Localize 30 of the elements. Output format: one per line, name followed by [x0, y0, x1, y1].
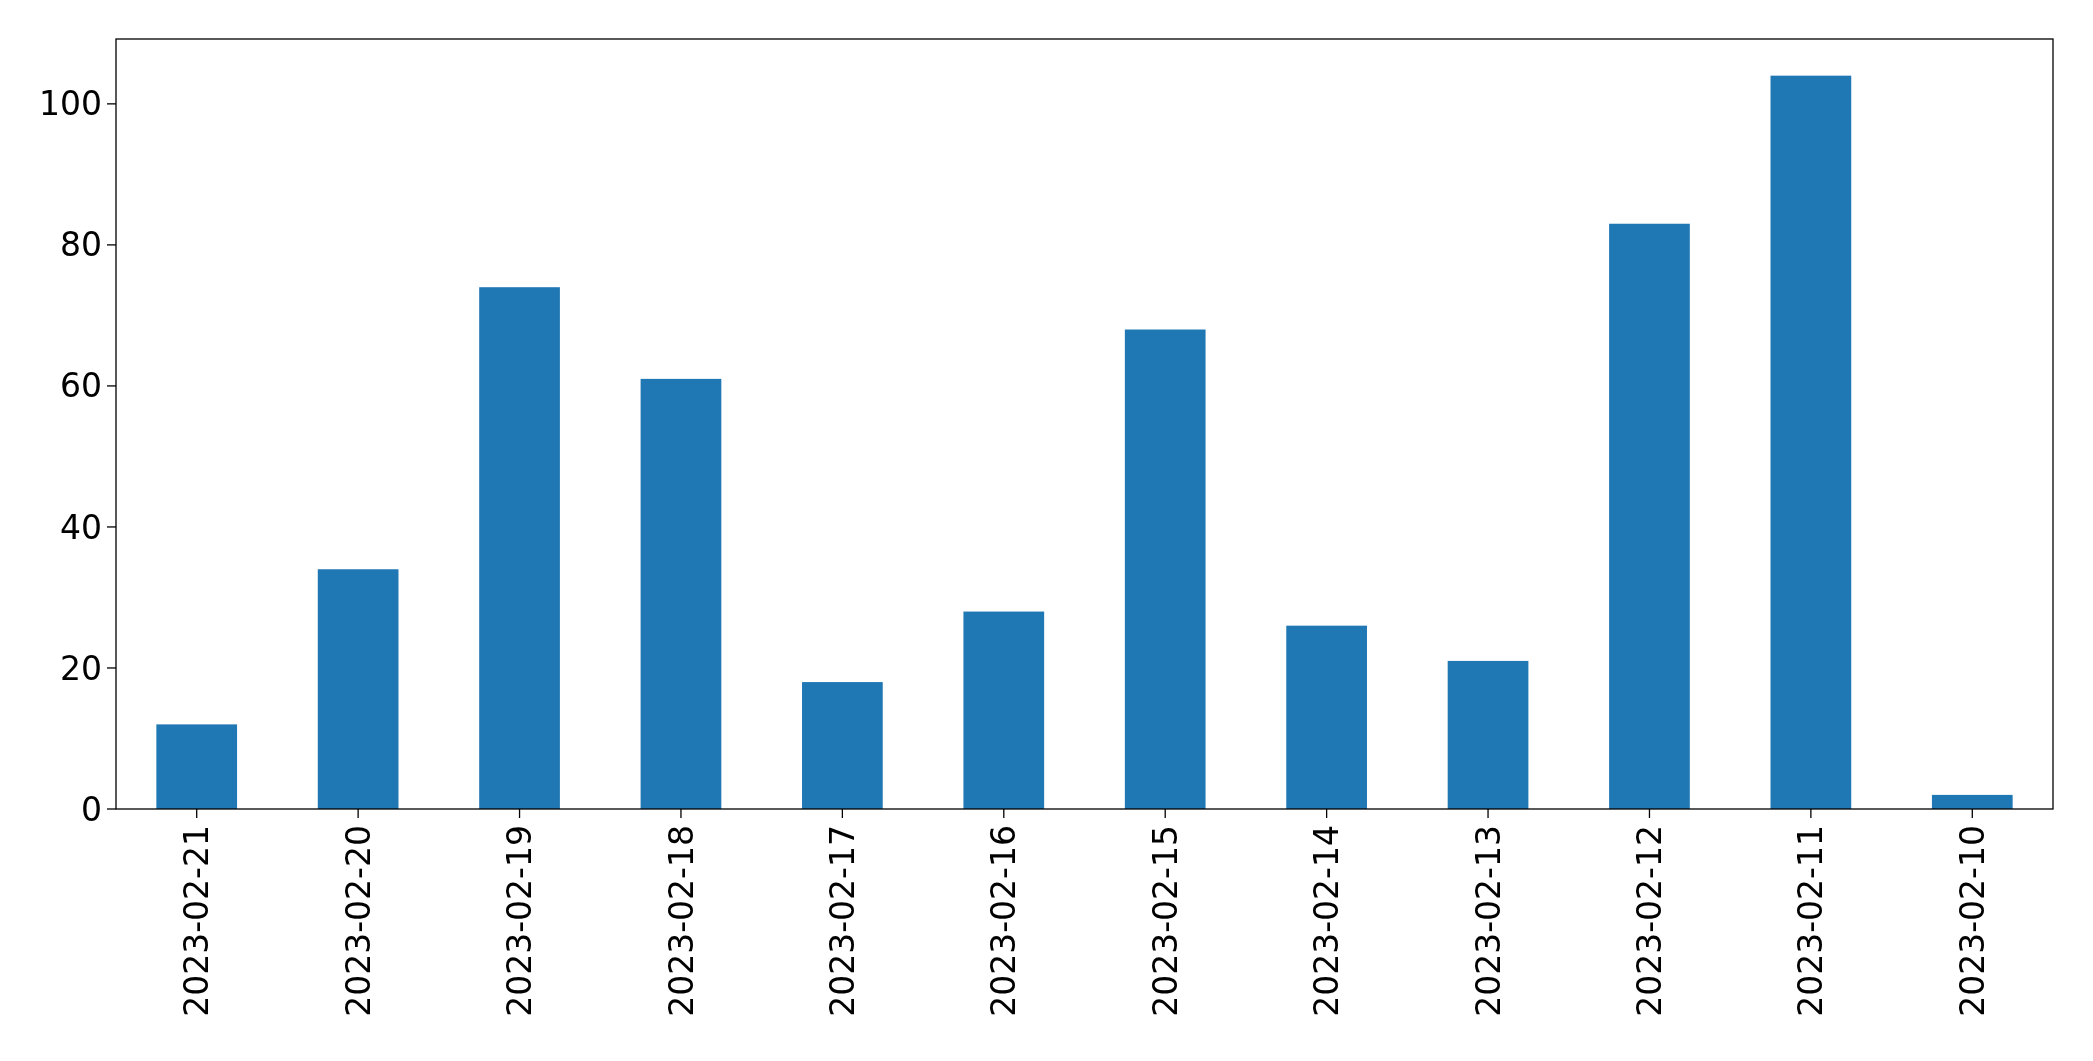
bar: [1447, 660, 1529, 809]
x-tick-label: 2023-02-17: [822, 825, 862, 1017]
bar: [156, 724, 238, 809]
y-tick-label: 100: [39, 84, 102, 124]
x-tick-label: 2023-02-11: [1791, 825, 1831, 1017]
x-tick-label: 2023-02-12: [1630, 825, 1670, 1017]
bar: [1770, 75, 1852, 809]
x-tick-label: 2023-02-16: [984, 825, 1024, 1017]
bar: [1609, 223, 1690, 809]
x-tick-label: 2023-02-15: [1145, 825, 1185, 1017]
x-tick-label: 2023-02-14: [1307, 825, 1347, 1017]
bar: [640, 378, 722, 809]
y-tick-label: 60: [60, 366, 102, 406]
bar: [802, 682, 883, 809]
bar: [317, 569, 399, 809]
y-tick-label: 0: [81, 789, 102, 829]
y-tick-label: 80: [60, 225, 102, 265]
bar: [479, 287, 560, 809]
x-tick-label: 2023-02-19: [500, 825, 540, 1017]
x-tick-label: 2023-02-13: [1468, 825, 1508, 1017]
x-tick-label: 2023-02-20: [338, 825, 378, 1017]
y-tick-label: 20: [60, 648, 102, 688]
y-tick-label: 40: [60, 507, 102, 547]
bar: [963, 611, 1045, 809]
bar: [1286, 625, 1367, 809]
x-tick-label: 2023-02-18: [661, 825, 701, 1017]
bar: [1931, 794, 2013, 809]
x-tick-label: 2023-02-10: [1952, 825, 1992, 1017]
bar: [1124, 329, 1206, 809]
x-tick-label: 2023-02-21: [177, 825, 217, 1017]
